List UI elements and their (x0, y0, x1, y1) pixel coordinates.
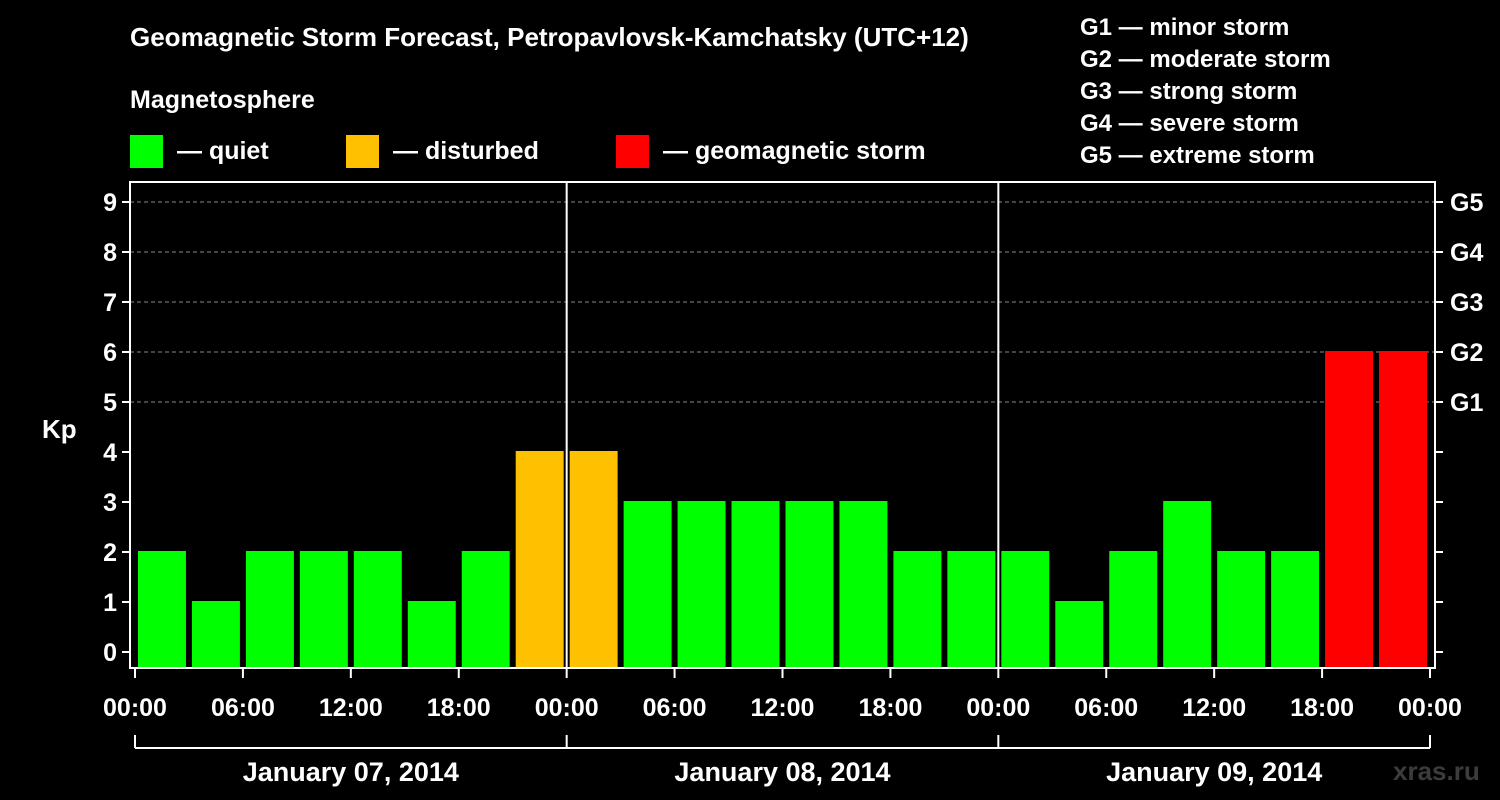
kp-bar (677, 501, 726, 668)
x-tick-label: 18:00 (1290, 694, 1354, 722)
y-tick-label: 8 (103, 239, 117, 267)
kp-bar (299, 551, 348, 668)
legend-label-quiet: — quiet (177, 136, 269, 165)
kp-bar (1055, 601, 1104, 668)
y-tick-label: 4 (103, 439, 117, 467)
kp-bar (1379, 351, 1427, 668)
g-scale-item: G3 — strong storm (1080, 78, 1298, 105)
legend-label-storm: — geomagnetic storm (663, 136, 926, 165)
y-tick-label: 6 (103, 339, 117, 367)
chart-title: Geomagnetic Storm Forecast, Petropavlovs… (130, 22, 969, 52)
legend-item-quiet: — quiet (130, 134, 269, 168)
y-tick-label: 3 (103, 489, 117, 517)
kp-bar (893, 551, 942, 668)
legend-heading: Magnetosphere (130, 86, 315, 114)
g-scale-item: G1 — minor storm (1080, 14, 1290, 41)
x-tick-label: 12:00 (1182, 694, 1246, 722)
kp-bar (947, 551, 996, 668)
y-axis-title: Kp (42, 414, 77, 444)
x-tick-label: 06:00 (1074, 694, 1138, 722)
kp-bar (623, 501, 672, 668)
x-tick-label: 18:00 (427, 694, 491, 722)
kp-bar (1325, 351, 1374, 668)
g-scale-label: G3 (1450, 289, 1483, 317)
kp-bar (245, 551, 294, 668)
date-label: January 07, 2014 (243, 757, 459, 787)
kp-bar (785, 501, 834, 668)
kp-bar (407, 601, 456, 668)
kp-bar (191, 601, 240, 668)
kp-bar (1217, 551, 1266, 668)
kp-bar (1001, 551, 1050, 668)
watermark: xras.ru (1393, 756, 1480, 786)
date-label: January 09, 2014 (1106, 757, 1322, 787)
g-scale-label: G2 (1450, 339, 1483, 367)
g-scale-legend: G1 — minor storm G2 — moderate storm G3 … (1080, 12, 1331, 172)
g-scale-label: G1 (1450, 389, 1483, 417)
x-tick-label: 12:00 (319, 694, 383, 722)
y-tick-label: 7 (103, 289, 117, 317)
kp-bar (1271, 551, 1320, 668)
legend-item-storm: — geomagnetic storm (616, 134, 926, 168)
x-tick-label: 00:00 (103, 694, 167, 722)
kp-bar (569, 451, 618, 668)
kp-bar (1163, 501, 1212, 668)
g-scale-item: G2 — moderate storm (1080, 46, 1331, 73)
y-tick-label: 5 (103, 389, 117, 417)
date-label: January 08, 2014 (674, 757, 890, 787)
kp-bar (515, 451, 564, 668)
legend-swatch-storm (616, 134, 649, 168)
g-scale-label: G5 (1450, 189, 1483, 217)
legend-swatch-quiet (130, 134, 163, 168)
x-tick-label: 00:00 (1398, 694, 1462, 722)
kp-bar (839, 501, 888, 668)
legend-item-disturbed: — disturbed (346, 134, 539, 168)
kp-bar (353, 551, 402, 668)
legend-swatch-disturbed (346, 134, 379, 168)
y-tick-label: 9 (103, 189, 117, 217)
x-tick-label: 00:00 (535, 694, 599, 722)
x-tick-label: 06:00 (211, 694, 275, 722)
kp-bar (138, 551, 186, 668)
g-scale-item: G4 — severe storm (1080, 110, 1299, 137)
kp-bar (461, 551, 510, 668)
g-scale-label: G4 (1450, 239, 1483, 267)
y-tick-label: 2 (103, 539, 117, 567)
x-tick-label: 06:00 (643, 694, 707, 722)
x-tick-label: 12:00 (751, 694, 815, 722)
legend-label-disturbed: — disturbed (393, 136, 539, 165)
x-tick-label: 18:00 (858, 694, 922, 722)
g-scale-item: G5 — extreme storm (1080, 142, 1315, 169)
y-tick-label: 1 (103, 589, 117, 617)
x-tick-label: 00:00 (966, 694, 1030, 722)
kp-bar (731, 501, 780, 668)
kp-bar (1109, 551, 1158, 668)
y-tick-label: 0 (103, 639, 117, 667)
